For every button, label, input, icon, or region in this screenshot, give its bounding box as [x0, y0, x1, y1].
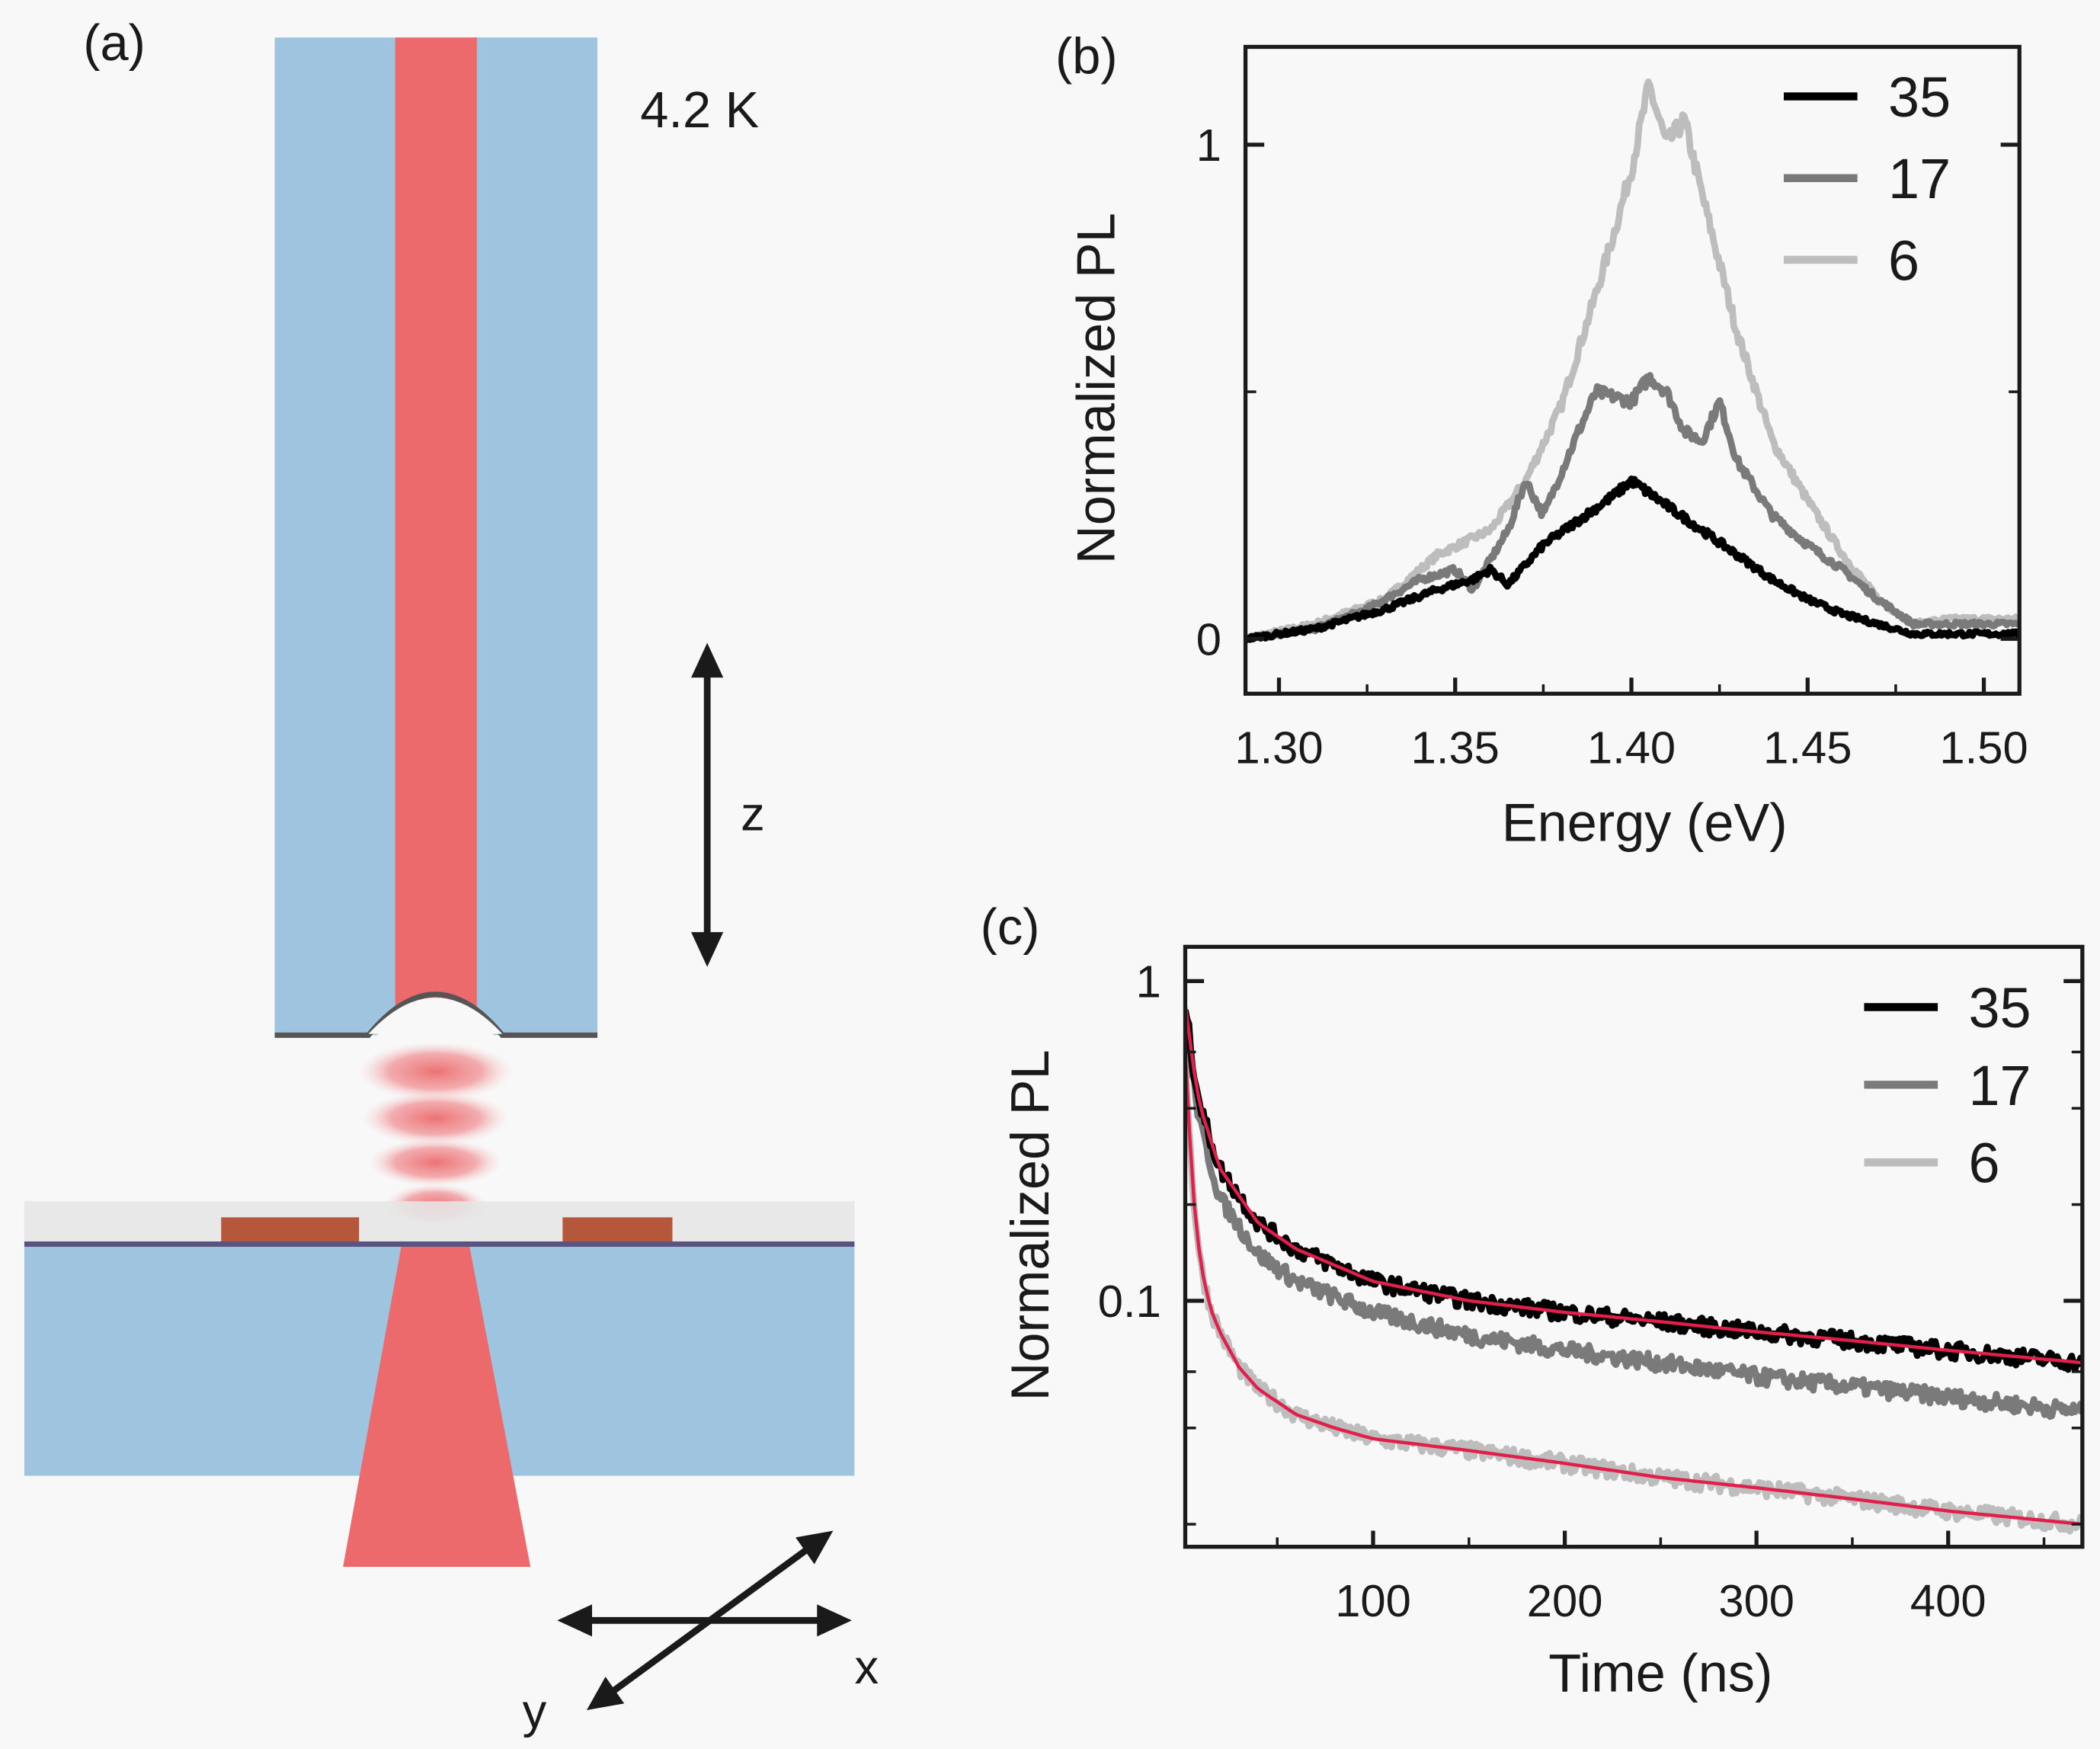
x-axis-title: Time (ns)	[1548, 1642, 1772, 1703]
z-axis-arrow-icon	[691, 642, 724, 967]
legend-label: 17	[1968, 1054, 2031, 1117]
metal-pad-right	[562, 1217, 673, 1243]
series-35-line	[1185, 1009, 2082, 1373]
panel-a-label: (a)	[83, 15, 146, 72]
y-axis-title: Normalized PL	[1065, 213, 1125, 564]
series-6-fit-line	[1185, 1052, 2082, 1526]
y-tick-label: 1	[1196, 120, 1221, 171]
legend-item-6: 6	[1783, 229, 1919, 292]
legend-label: 6	[1968, 1132, 1999, 1195]
legend-label: 17	[1888, 147, 1951, 210]
legend-label: 35	[1968, 976, 2031, 1039]
panel-c-label: (c)	[981, 899, 1040, 956]
panel-b-label: (b)	[1055, 29, 1118, 85]
legend-item-6: 6	[1864, 1132, 2000, 1195]
panel-a-diagram: (a) 4.2 K z	[24, 15, 879, 1738]
x-tick-label: 1.35	[1411, 722, 1500, 774]
collection-beam	[343, 1242, 531, 1568]
series-35-fit-line	[1185, 1003, 2082, 1365]
x-tick-label: 1.40	[1587, 722, 1676, 774]
panel-c-chart: (c) 100 200 300 400 1 0.1 35 17 6 Time (ns) Nor…	[981, 899, 2085, 1703]
legend-item-17: 17	[1864, 1054, 2031, 1117]
series-17-line	[1245, 372, 2020, 643]
y-axis-title: Normalized PL	[1000, 1049, 1060, 1401]
series-35-line	[1245, 476, 2020, 643]
series-17-line	[1185, 1010, 2082, 1421]
x-axis-label: x	[854, 1641, 879, 1694]
legend-item-17: 17	[1783, 147, 1951, 210]
fiber-core-beam	[395, 37, 477, 1022]
x-tick-label: 400	[1910, 1575, 1986, 1626]
x-tick-label: 1.30	[1234, 722, 1323, 774]
plot-frame	[1243, 44, 2022, 696]
y-tick-label: 1	[1136, 956, 1161, 1007]
series-6-line	[1185, 1052, 2082, 1535]
legend-label: 6	[1888, 229, 1919, 292]
x-tick-label: 300	[1718, 1575, 1794, 1626]
x-tick-label: 200	[1527, 1575, 1603, 1626]
x-axis-title: Energy (eV)	[1502, 793, 1788, 853]
x-tick-label: 1.45	[1763, 722, 1852, 774]
xy-axes-arrows-icon	[557, 1530, 852, 1711]
metal-pad-left	[221, 1217, 360, 1243]
x-tick-label: 100	[1335, 1575, 1411, 1626]
z-axis-label: z	[741, 788, 765, 841]
focused-beam-pattern	[357, 1042, 514, 1227]
y-tick-label: 0.1	[1098, 1276, 1161, 1327]
legend-item-35: 35	[1864, 976, 2031, 1039]
legend-label: 35	[1888, 66, 1951, 129]
legend-item-35: 35	[1783, 66, 1951, 129]
x-tick-label: 1.50	[1939, 722, 2028, 774]
plot-frame	[1183, 944, 2085, 1549]
temperature-label: 4.2 K	[640, 82, 759, 139]
panel-b-chart: (b) 1.30 1.35 1.40 1.45 1.50 0 1 35 17 6 Energy …	[1055, 29, 2028, 853]
y-axis-label: y	[523, 1685, 547, 1738]
y-tick-label: 0	[1196, 613, 1221, 665]
cap-layer	[24, 1201, 855, 1243]
